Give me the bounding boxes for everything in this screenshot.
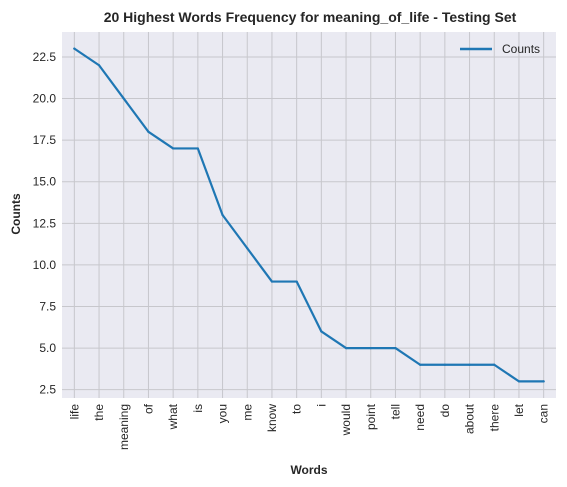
x-tick-label: you (216, 404, 230, 423)
y-tick-label: 5.0 (39, 341, 56, 355)
data-point (73, 47, 76, 50)
y-tick-label: 17.5 (33, 133, 57, 147)
y-tick-label: 22.5 (33, 50, 57, 64)
y-axis-title: Counts (9, 193, 23, 235)
x-tick-label: would (339, 404, 353, 436)
y-tick-label: 20.0 (33, 92, 57, 106)
x-tick-label: me (240, 404, 254, 421)
data-point (369, 346, 372, 350)
plot-area (62, 32, 556, 398)
x-tick-label: about (463, 403, 477, 434)
x-tick-label: meaning (117, 404, 131, 450)
x-tick-label: i (314, 404, 328, 407)
data-point (419, 363, 422, 366)
x-tick-label: is (191, 404, 205, 413)
grid (62, 32, 556, 398)
x-axis-ticks: life the meaning of what is you me know to i would p… (67, 403, 550, 450)
data-point (172, 147, 175, 150)
data-point (246, 247, 249, 250)
x-tick-label: can (537, 404, 551, 423)
y-tick-label: 10.0 (33, 258, 57, 272)
x-tick-label: the (92, 404, 106, 421)
x-tick-label: let (512, 403, 526, 416)
data-point (221, 213, 224, 217)
data-point (468, 363, 471, 366)
series-group (73, 47, 545, 383)
x-axis-title: Words (290, 463, 327, 477)
data-point (97, 64, 101, 67)
x-tick-label: of (141, 403, 155, 414)
legend-label-counts: Counts (502, 42, 540, 56)
y-tick-label: 15.0 (33, 175, 57, 189)
x-tick-label: to (290, 404, 304, 414)
y-tick-label: 2.5 (39, 383, 56, 397)
data-point (122, 97, 125, 100)
y-axis-ticks: 2.5 5.0 7.5 10.0 12.5 15.0 17.5 20.0 22.5 (33, 50, 57, 397)
data-point (394, 346, 397, 350)
data-point (517, 380, 521, 383)
data-point (196, 147, 199, 150)
chart-title: 20 Highest Words Frequency for meaning_o… (104, 9, 517, 25)
x-tick-label: point (364, 403, 378, 430)
data-point (295, 280, 298, 283)
x-tick-label: there (487, 404, 501, 432)
data-point (320, 330, 323, 333)
legend: Counts (460, 42, 540, 56)
series-line-counts (73, 47, 545, 383)
data-point (542, 380, 545, 383)
x-tick-label: tell (388, 404, 402, 419)
data-point (270, 280, 274, 283)
y-tick-label: 7.5 (39, 300, 56, 314)
data-point (493, 363, 496, 366)
x-tick-label: what (166, 403, 180, 430)
data-point (147, 130, 150, 133)
x-tick-label: need (413, 404, 427, 431)
x-tick-label: do (438, 404, 452, 418)
data-point (344, 346, 348, 350)
x-tick-label: life (67, 404, 81, 420)
x-tick-label: know (265, 404, 279, 432)
y-tick-label: 12.5 (33, 216, 57, 230)
data-point (443, 363, 446, 366)
